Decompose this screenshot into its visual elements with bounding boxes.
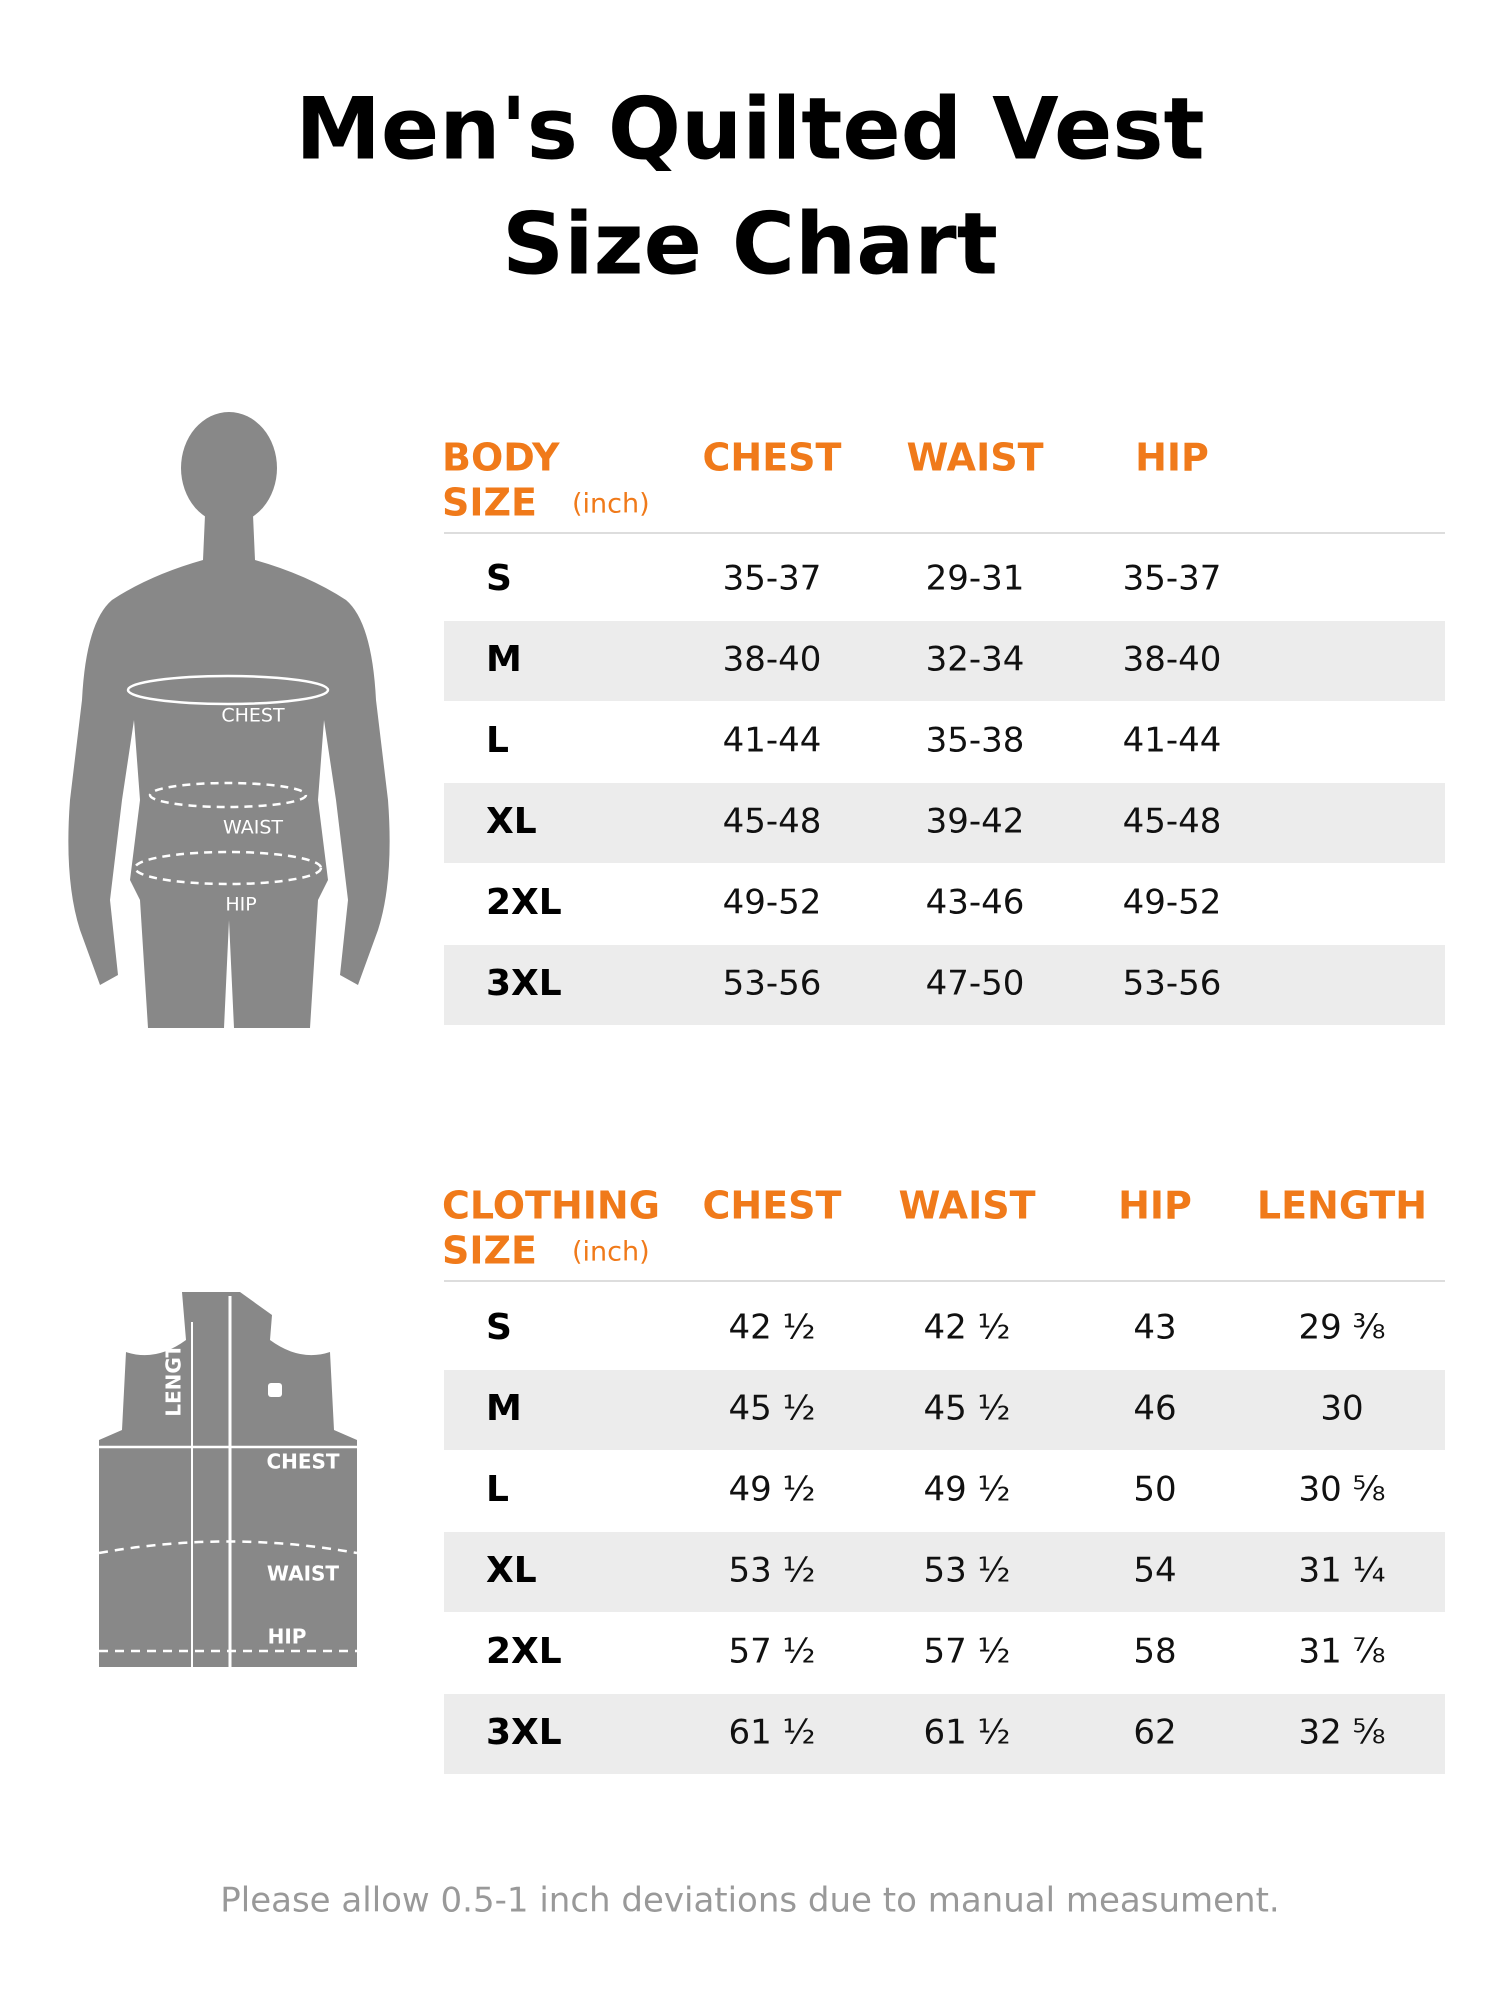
footnote: Please allow 0.5-1 inch deviations due t… [220, 1881, 1279, 1921]
value-cell: 49-52 [723, 883, 822, 923]
value-cell: 38-40 [1123, 640, 1222, 680]
size-cell: XL [486, 801, 537, 842]
figure-label: CHEST [221, 705, 285, 727]
value-cell: 61 ½ [923, 1713, 1010, 1753]
value-cell: 42 ½ [923, 1308, 1010, 1348]
value-cell: 35-37 [1123, 559, 1222, 599]
header-size: CLOTHING [442, 1184, 660, 1228]
header-column: CHEST [703, 1184, 842, 1228]
value-cell: 47-50 [926, 964, 1025, 1004]
value-cell: 50 [1133, 1470, 1176, 1510]
header-unit: (inch) [572, 1237, 650, 1268]
value-cell: 31 ⅞ [1298, 1632, 1385, 1672]
figure-label: HIP [268, 1625, 307, 1649]
header-size: SIZE [442, 1229, 537, 1273]
value-cell: 46 [1133, 1389, 1176, 1429]
value-cell: 53-56 [1123, 964, 1222, 1004]
row-shade [444, 1370, 1445, 1450]
size-cell: L [486, 1469, 509, 1510]
size-cell: S [486, 1307, 512, 1348]
size-cell: M [486, 1388, 522, 1429]
row-shade [444, 783, 1445, 863]
header-size: BODY [442, 436, 560, 480]
value-cell: 30 [1320, 1389, 1363, 1429]
value-cell: 61 ½ [728, 1713, 815, 1753]
value-cell: 32-34 [926, 640, 1025, 680]
value-cell: 53 ½ [923, 1551, 1010, 1591]
title: Size Chart [502, 194, 998, 294]
value-cell: 57 ½ [923, 1632, 1010, 1672]
row-shade [444, 621, 1445, 701]
value-cell: 38-40 [723, 640, 822, 680]
body-figure: CHEST WAIST HIP [68, 412, 390, 1028]
value-cell: 35-38 [926, 721, 1025, 761]
value-cell: 49-52 [1123, 883, 1222, 923]
size-cell: XL [486, 1550, 537, 1591]
figure-label: HIP [225, 894, 256, 916]
value-cell: 29 ⅜ [1298, 1308, 1385, 1348]
size-cell: S [486, 558, 512, 599]
value-cell: 45 ½ [923, 1389, 1010, 1429]
header-column: HIP [1135, 436, 1209, 480]
size-cell: 2XL [486, 882, 562, 923]
header-column: WAIST [898, 1184, 1035, 1228]
header-column: WAIST [906, 436, 1043, 480]
value-cell: 30 ⅝ [1298, 1470, 1385, 1510]
size-cell: M [486, 639, 522, 680]
value-cell: 31 ¼ [1298, 1551, 1385, 1591]
value-cell: 39-42 [926, 802, 1025, 842]
value-cell: 45-48 [723, 802, 822, 842]
header-unit: (inch) [572, 489, 650, 520]
size-cell: 3XL [486, 1712, 562, 1753]
header-column: LENGTH [1257, 1184, 1427, 1228]
value-cell: 49 ½ [728, 1470, 815, 1510]
header-column: HIP [1118, 1184, 1192, 1228]
value-cell: 42 ½ [728, 1308, 815, 1348]
row-shade [444, 1532, 1445, 1612]
size-cell: 2XL [486, 1631, 562, 1672]
row-shade [444, 1694, 1445, 1774]
value-cell: 45 ½ [728, 1389, 815, 1429]
value-cell: 53-56 [723, 964, 822, 1004]
value-cell: 29-31 [926, 559, 1025, 599]
value-cell: 58 [1133, 1632, 1176, 1672]
figure-label: WAIST [223, 817, 283, 839]
size-cell: L [486, 720, 509, 761]
value-cell: 43-46 [926, 883, 1025, 923]
value-cell: 53 ½ [728, 1551, 815, 1591]
value-cell: 54 [1133, 1551, 1176, 1591]
value-cell: 41-44 [1123, 721, 1222, 761]
value-cell: 35-37 [723, 559, 822, 599]
vest-figure: LENGTH CHEST WAIST HIP [98, 1292, 358, 1667]
value-cell: 32 ⅝ [1298, 1713, 1385, 1753]
value-cell: 43 [1133, 1308, 1176, 1348]
value-cell: 49 ½ [923, 1470, 1010, 1510]
header-size: SIZE [442, 481, 537, 525]
value-cell: 45-48 [1123, 802, 1222, 842]
figure-label: CHEST [266, 1450, 339, 1474]
size-cell: 3XL [486, 963, 562, 1004]
figure-label: WAIST [267, 1562, 339, 1586]
value-cell: 57 ½ [728, 1632, 815, 1672]
value-cell: 62 [1133, 1713, 1176, 1753]
value-cell: 41-44 [723, 721, 822, 761]
row-shade [444, 945, 1445, 1025]
title: Men's Quilted Vest [295, 79, 1204, 179]
figure-label: LENGTH [162, 1327, 186, 1417]
header-column: CHEST [703, 436, 842, 480]
